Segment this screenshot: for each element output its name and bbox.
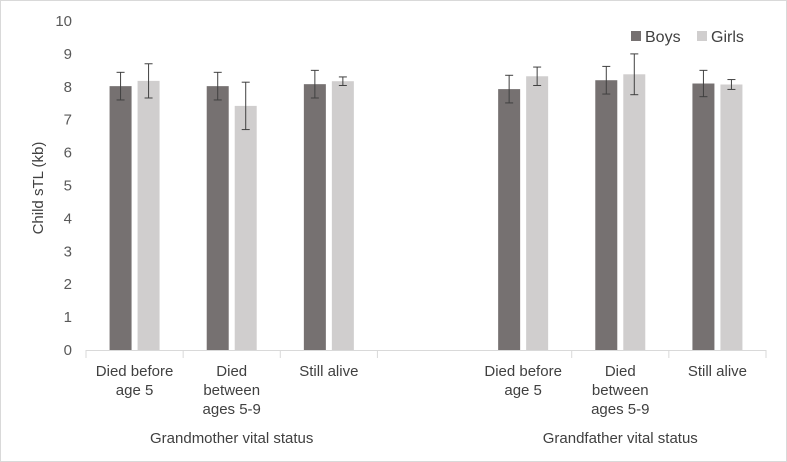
x-category-label-line: Still alive bbox=[688, 363, 747, 380]
bar-boys-2 bbox=[206, 86, 229, 350]
x-category-label-line: Died before bbox=[96, 363, 174, 380]
bar-boys-1 bbox=[109, 86, 132, 350]
x-category-label: Died before age 5 bbox=[96, 363, 174, 399]
x-category-label: Still alive bbox=[688, 363, 747, 380]
group-label: Grandmother vital status bbox=[150, 430, 313, 447]
category-labels: Died before age 5 Died between ages 5-9 Still… bbox=[96, 363, 747, 418]
bar-boys-5 bbox=[595, 80, 618, 350]
x-axis-dividers bbox=[85, 350, 767, 358]
legend-swatch-boys bbox=[631, 31, 641, 41]
y-tick-label: 8 bbox=[64, 79, 72, 96]
x-category-label: Still alive bbox=[299, 363, 358, 380]
y-tick-label: 1 bbox=[64, 309, 72, 326]
group-label: Grandfather vital status bbox=[543, 430, 698, 447]
bar-girls-2 bbox=[234, 105, 257, 350]
x-category-label-line: between bbox=[203, 382, 260, 399]
y-tick-label: 6 bbox=[64, 145, 72, 162]
bar-girls-4 bbox=[526, 76, 549, 350]
x-category-label: Died before age 5 bbox=[484, 363, 562, 399]
bar-boys-4 bbox=[498, 89, 521, 350]
y-tick-label: 5 bbox=[64, 178, 72, 195]
y-axis-ticks: 0 1 2 3 4 5 6 7 8 9 10 bbox=[55, 13, 72, 359]
x-category-label-line: Died bbox=[605, 363, 636, 380]
x-category-label: Died between ages 5-9 bbox=[203, 363, 261, 418]
x-category-label-line: ages 5-9 bbox=[591, 401, 649, 418]
legend-label-boys: Boys bbox=[645, 29, 681, 46]
bar-boys-6 bbox=[692, 83, 715, 350]
y-tick-label: 7 bbox=[64, 112, 72, 129]
y-tick-label: 0 bbox=[64, 342, 72, 359]
x-category-label-line: age 5 bbox=[504, 382, 542, 399]
legend-swatch-girls bbox=[697, 31, 707, 41]
y-axis-title: Child sTL (kb) bbox=[30, 142, 47, 235]
bar-girls-1 bbox=[137, 80, 160, 351]
x-category-label-line: Died bbox=[216, 363, 247, 380]
y-tick-label: 3 bbox=[64, 243, 72, 260]
bar-girls-5 bbox=[623, 74, 646, 350]
legend: Boys Girls bbox=[631, 29, 744, 46]
x-category-label-line: Died before bbox=[484, 363, 562, 380]
y-tick-label: 10 bbox=[55, 13, 72, 30]
group-labels: Grandmother vital status Grandfather vita… bbox=[150, 430, 698, 447]
x-category-label-line: age 5 bbox=[116, 382, 154, 399]
bar-girls-6 bbox=[720, 84, 743, 350]
y-tick-label: 9 bbox=[64, 46, 72, 63]
y-tick-label: 4 bbox=[64, 210, 72, 227]
x-category-label: Died between ages 5-9 bbox=[591, 363, 649, 418]
bar-girls-3 bbox=[331, 81, 354, 350]
bar-boys-3 bbox=[303, 84, 326, 350]
y-tick-label: 2 bbox=[64, 276, 72, 293]
x-category-label-line: between bbox=[592, 382, 649, 399]
x-category-label-line: ages 5-9 bbox=[203, 401, 261, 418]
error-bars bbox=[116, 53, 736, 131]
bars bbox=[109, 74, 743, 351]
legend-label-girls: Girls bbox=[711, 29, 744, 46]
x-category-label-line: Still alive bbox=[299, 363, 358, 380]
